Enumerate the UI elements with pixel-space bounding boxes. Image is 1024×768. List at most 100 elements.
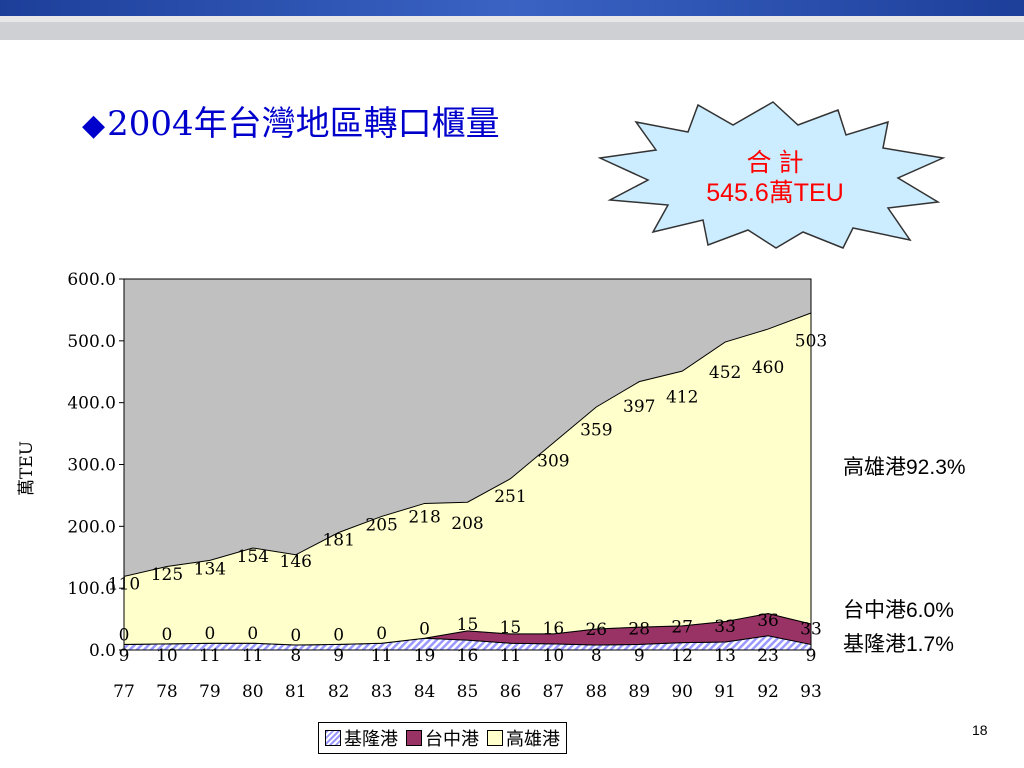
top-banner-stripe xyxy=(0,16,1024,22)
x-tick-label: 82 xyxy=(328,682,350,702)
total-text: 合 計 545.6萬TEU xyxy=(690,148,860,208)
data-label-keelung: 11 xyxy=(199,646,221,666)
share-label-taichung: 台中港6.0% xyxy=(843,599,954,622)
legend-swatch-keelung xyxy=(325,730,341,746)
share-label-keelung: 基隆港1.7% xyxy=(843,633,954,656)
data-label-kaohsiung: 397 xyxy=(623,397,655,417)
data-label-keelung: 11 xyxy=(500,646,522,666)
data-label-kaohsiung: 503 xyxy=(795,331,827,351)
total-label: 合 計 xyxy=(746,149,804,177)
data-label-taichung: 0 xyxy=(162,625,173,645)
data-label-kaohsiung: 460 xyxy=(752,358,784,378)
y-tick-label: 200.0 xyxy=(67,517,116,537)
x-tick-label: 83 xyxy=(371,682,393,702)
data-label-kaohsiung: 125 xyxy=(151,565,183,585)
total-value: 545.6萬TEU xyxy=(706,179,844,207)
x-tick-label: 89 xyxy=(628,682,650,702)
data-label-taichung: 15 xyxy=(500,618,522,638)
x-tick-label: 91 xyxy=(714,682,736,702)
x-tick-label: 92 xyxy=(757,682,779,702)
area-kaohsiung xyxy=(123,312,812,646)
x-tick-label: 87 xyxy=(543,682,565,702)
data-label-taichung: 0 xyxy=(204,624,215,644)
y-tick-label: 300.0 xyxy=(67,456,116,476)
diamond-bullet-icon: ◆ xyxy=(82,108,106,143)
data-label-taichung: 15 xyxy=(457,615,479,635)
data-label-kaohsiung: 452 xyxy=(709,363,741,383)
data-label-kaohsiung: 359 xyxy=(580,420,612,440)
x-tick-label: 81 xyxy=(285,682,307,702)
data-label-keelung: 12 xyxy=(671,646,693,666)
y-tick-label: 600.0 xyxy=(67,270,116,290)
data-label-keelung: 10 xyxy=(543,646,565,666)
slide-title-text: 2004年台灣地區轉口櫃量 xyxy=(107,104,500,144)
legend-label-taichung: 台中港 xyxy=(425,729,479,750)
legend-label-keelung: 基隆港 xyxy=(344,729,398,750)
data-label-kaohsiung: 134 xyxy=(194,560,226,580)
data-label-taichung: 0 xyxy=(290,626,301,646)
data-label-kaohsiung: 309 xyxy=(537,451,569,471)
data-label-keelung: 11 xyxy=(371,646,393,666)
top-banner-band xyxy=(0,22,1024,40)
data-label-taichung: 26 xyxy=(585,620,607,640)
data-label-taichung: 33 xyxy=(714,617,736,637)
data-label-taichung: 33 xyxy=(800,619,822,639)
x-tick-label: 90 xyxy=(671,682,693,702)
data-label-keelung: 16 xyxy=(457,646,479,666)
share-label-kaohsiung: 高雄港92.3% xyxy=(843,456,966,479)
x-tick-label: 77 xyxy=(113,682,135,702)
legend-label-kaohsiung: 高雄港 xyxy=(506,729,560,750)
x-tick-label: 85 xyxy=(457,682,479,702)
x-tick-label: 78 xyxy=(156,682,178,702)
data-label-keelung: 23 xyxy=(757,646,779,666)
data-label-keelung: 9 xyxy=(634,646,645,666)
data-label-kaohsiung: 251 xyxy=(494,487,526,507)
legend-swatch-taichung xyxy=(406,730,422,746)
y-tick-label: 0.0 xyxy=(89,641,116,661)
data-label-keelung: 8 xyxy=(290,646,301,666)
slide-title: ◆2004年台灣地區轉口櫃量 xyxy=(82,96,500,145)
data-label-taichung: 28 xyxy=(628,619,650,639)
total-starburst xyxy=(598,101,946,249)
data-label-kaohsiung: 208 xyxy=(451,514,483,534)
x-tick-label: 84 xyxy=(414,682,436,702)
x-tick-label: 86 xyxy=(500,682,522,702)
data-label-keelung: 9 xyxy=(119,646,130,666)
data-label-keelung: 9 xyxy=(806,646,817,666)
chart-legend: 基隆港 台中港 高雄港 xyxy=(318,722,567,754)
y-tick-label: 500.0 xyxy=(67,332,116,352)
legend-item-taichung: 台中港 xyxy=(406,725,479,751)
legend-item-kaohsiung: 高雄港 xyxy=(487,725,560,751)
data-label-keelung: 9 xyxy=(333,646,344,666)
data-label-kaohsiung: 412 xyxy=(666,388,698,408)
data-label-taichung: 0 xyxy=(376,624,387,644)
legend-swatch-kaohsiung xyxy=(487,730,503,746)
x-tick-label: 80 xyxy=(242,682,264,702)
x-tick-label: 93 xyxy=(800,682,822,702)
data-label-keelung: 13 xyxy=(714,646,736,666)
data-label-taichung: 27 xyxy=(671,618,693,638)
starburst-shape xyxy=(598,101,946,249)
data-label-kaohsiung: 146 xyxy=(280,552,312,572)
legend-item-keelung: 基隆港 xyxy=(325,725,398,751)
data-label-keelung: 8 xyxy=(591,646,602,666)
data-label-taichung: 0 xyxy=(119,625,130,645)
y-tick-label: 100.0 xyxy=(67,579,116,599)
data-label-kaohsiung: 110 xyxy=(108,574,140,594)
data-label-kaohsiung: 154 xyxy=(237,547,269,567)
data-label-kaohsiung: 218 xyxy=(408,508,440,528)
data-label-taichung: 0 xyxy=(333,625,344,645)
data-label-keelung: 19 xyxy=(414,646,436,666)
data-label-keelung: 11 xyxy=(242,646,264,666)
y-tick-label: 400.0 xyxy=(67,394,116,414)
x-tick-label: 79 xyxy=(199,682,221,702)
data-label-keelung: 10 xyxy=(156,646,178,666)
top-banner xyxy=(0,0,1024,16)
data-label-taichung: 36 xyxy=(757,611,779,631)
data-label-taichung: 0 xyxy=(419,619,430,639)
data-label-kaohsiung: 181 xyxy=(322,530,354,550)
data-label-taichung: 0 xyxy=(247,624,258,644)
data-label-kaohsiung: 205 xyxy=(365,516,397,536)
x-tick-label: 88 xyxy=(585,682,607,702)
